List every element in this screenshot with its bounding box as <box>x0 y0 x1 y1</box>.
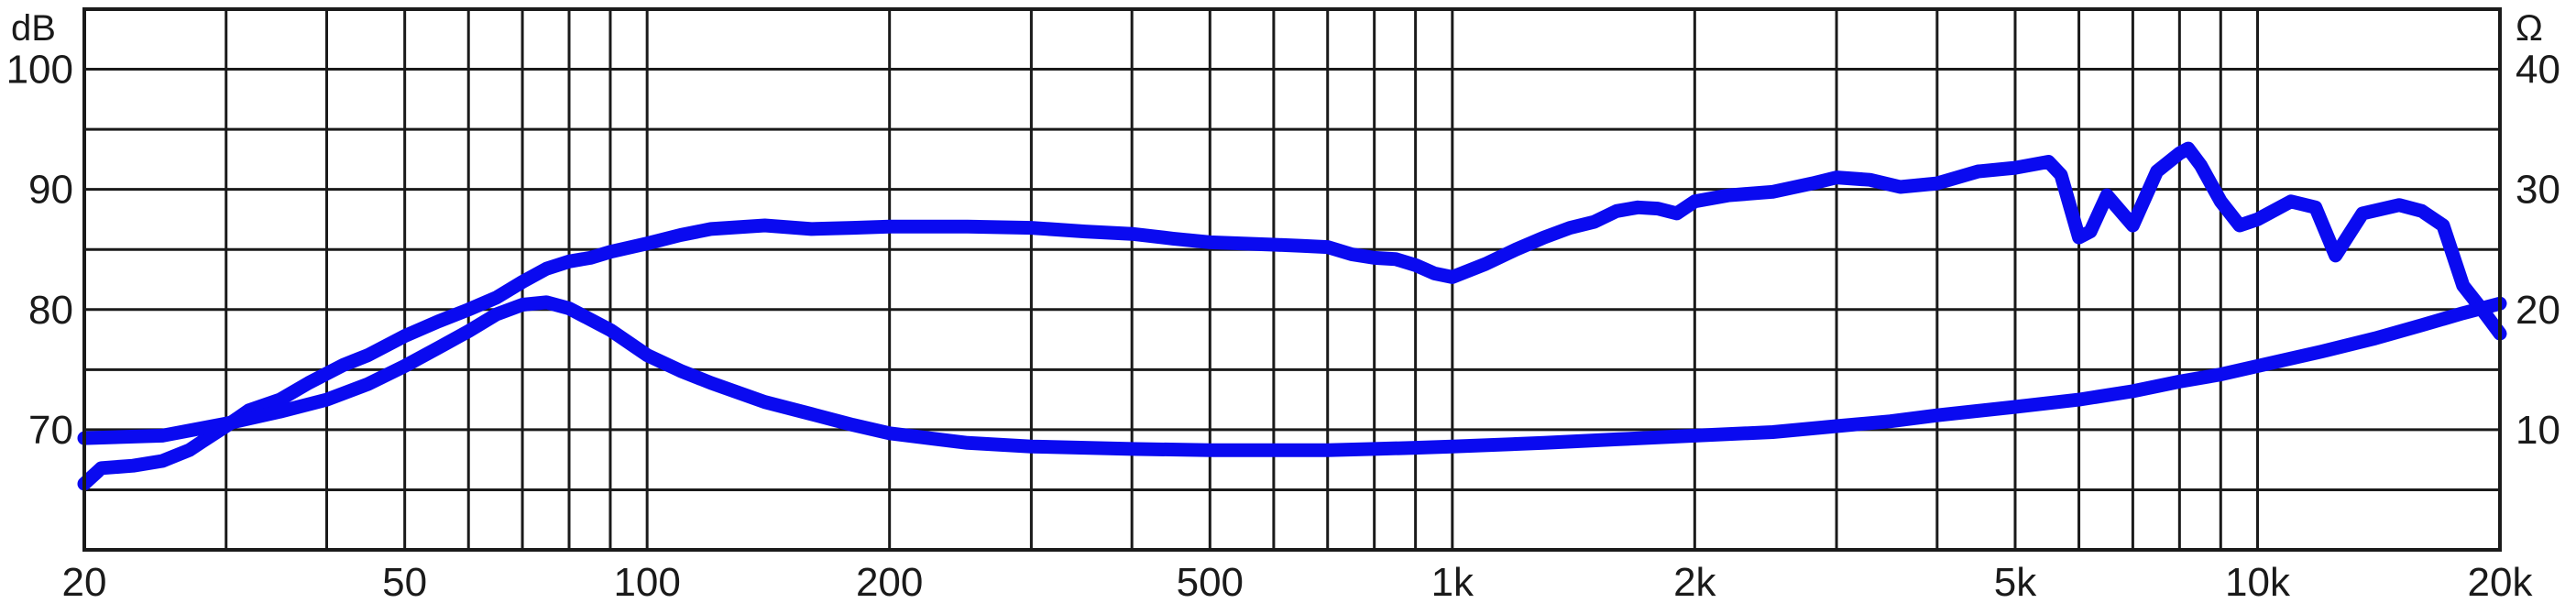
right-y-tick-label: 10 <box>2516 408 2560 453</box>
left-axis-unit: dB <box>11 8 56 49</box>
x-tick-label: 1k <box>1431 560 1474 605</box>
right-y-tick-label: 20 <box>2516 288 2560 333</box>
x-tick-label: 100 <box>613 560 680 605</box>
spl-curve <box>77 141 2507 491</box>
right-y-tick-label: 30 <box>2516 168 2560 213</box>
right-y-tick-label: 40 <box>2516 48 2560 93</box>
label-layer: dB Ω 20 50 100 200 500 1k 2k 5k 10k 20k 70 80 90 100 1… <box>6 8 2560 605</box>
left-y-tick-label: 70 <box>28 408 73 453</box>
curve-layer <box>77 141 2507 491</box>
x-tick-label: 10k <box>2225 560 2291 605</box>
x-tick-label: 20k <box>2468 560 2534 605</box>
plot-frame <box>82 7 2502 552</box>
right-axis-unit: Ω <box>2516 8 2543 49</box>
x-tick-label: 2k <box>1673 560 1716 605</box>
left-y-tick-label: 80 <box>28 288 73 333</box>
x-tick-label: 500 <box>1177 560 1244 605</box>
impedance-curve <box>77 295 2507 457</box>
x-tick-label: 20 <box>62 560 107 605</box>
grid-layer <box>84 9 2500 550</box>
x-tick-label: 200 <box>856 560 923 605</box>
left-y-tick-label: 100 <box>6 48 73 93</box>
x-tick-label: 5k <box>1994 560 2037 605</box>
left-y-tick-label: 90 <box>28 168 73 213</box>
x-tick-label: 50 <box>382 560 427 605</box>
